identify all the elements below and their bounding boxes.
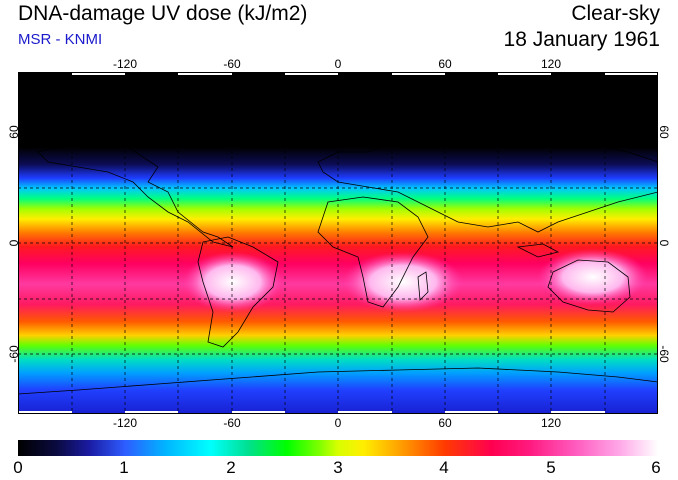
colorbar-label: 1: [119, 458, 129, 477]
lon-tick-top: -60: [223, 57, 241, 71]
uv-dose-map: [17, 72, 659, 414]
coastlines: [17, 106, 659, 395]
lon-tick-bottom: -120: [112, 416, 138, 430]
colorbar-label: 2: [226, 458, 236, 477]
colorbar-label: 5: [546, 458, 556, 477]
colorbar-label: 3: [333, 458, 343, 477]
map-frame: [18, 72, 658, 414]
colorbar-label: 4: [439, 458, 449, 477]
colorbar-label: 0: [13, 458, 23, 477]
uv-dose-map-svg: [17, 72, 659, 414]
frame-ticks: [18, 72, 658, 414]
map-subtitle: MSR - KNMI: [18, 31, 103, 48]
lat-tick-right: -60: [657, 345, 671, 363]
lon-tick-bottom: -60: [223, 416, 241, 430]
sky-condition-label: Clear-sky: [571, 2, 660, 25]
map-title: DNA-damage UV dose (kJ/m2): [18, 2, 308, 25]
lat-tick-right: 0: [657, 239, 671, 247]
hotspot-africa: [343, 252, 463, 312]
lon-tick-top: 0: [334, 57, 342, 71]
colorbar: [18, 440, 658, 456]
lon-tick-top: 120: [540, 57, 562, 71]
lon-tick-top: 60: [438, 57, 452, 71]
map-date: 18 January 1961: [503, 28, 660, 51]
lon-tick-top: -120: [112, 57, 138, 71]
lat-tick-right: 60: [657, 125, 671, 139]
lon-tick-bottom: 120: [540, 416, 562, 430]
colorbar-label: 6: [651, 458, 661, 477]
graticule: [18, 72, 658, 414]
lon-tick-bottom: 60: [438, 416, 452, 430]
hotspot-australia: [538, 249, 648, 305]
lon-tick-bottom: 0: [334, 416, 342, 430]
